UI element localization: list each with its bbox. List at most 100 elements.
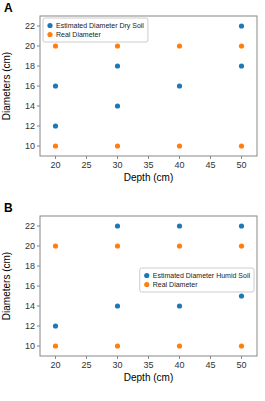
tick-label: 30 xyxy=(112,360,122,370)
tick-label: 18 xyxy=(25,61,35,71)
scatter-point xyxy=(115,243,120,248)
scatter-point xyxy=(177,243,182,248)
tick-label: 10 xyxy=(25,341,35,351)
y-axis-label: Diameters (cm) xyxy=(1,52,12,120)
tick-label: 14 xyxy=(25,101,35,111)
tick-mark xyxy=(37,146,40,147)
x-axis-label: Depth (cm) xyxy=(124,172,173,183)
tick-mark xyxy=(210,356,211,359)
x-axis-label: Depth (cm) xyxy=(124,372,173,383)
tick-mark xyxy=(37,46,40,47)
scatter-point xyxy=(239,243,244,248)
tick-label: 12 xyxy=(25,121,35,131)
scatter-point xyxy=(115,43,120,48)
tick-mark xyxy=(37,106,40,107)
scatter-point xyxy=(239,223,244,228)
scatter-point xyxy=(239,43,244,48)
scatter-point xyxy=(177,343,182,348)
tick-label: 40 xyxy=(174,160,184,170)
tick-label: 30 xyxy=(112,160,122,170)
tick-mark xyxy=(37,226,40,227)
scatter-point xyxy=(53,243,58,248)
legend-frame xyxy=(43,18,148,42)
scatter-point xyxy=(53,323,58,328)
tick-label: 22 xyxy=(25,221,35,231)
tick-mark xyxy=(179,356,180,359)
scatter-point xyxy=(239,63,244,68)
tick-label: 10 xyxy=(25,141,35,151)
legend-swatch xyxy=(47,32,52,37)
tick-label: 18 xyxy=(25,261,35,271)
tick-label: 40 xyxy=(174,360,184,370)
panel-label: B xyxy=(4,201,13,215)
tick-mark xyxy=(37,326,40,327)
tick-mark xyxy=(37,286,40,287)
scatter-point xyxy=(177,43,182,48)
scatter-point xyxy=(239,23,244,28)
tick-mark xyxy=(117,356,118,359)
legend-label: Estimated Diameter Dry Soil xyxy=(56,22,144,30)
legend: Estimated Diameter Dry SoilReal Diameter xyxy=(43,18,148,42)
scatter-point xyxy=(53,83,58,88)
scatter-point xyxy=(53,43,58,48)
legend-swatch xyxy=(144,273,149,278)
tick-mark xyxy=(148,156,149,159)
tick-label: 25 xyxy=(81,360,91,370)
legend-label: Real Diameter xyxy=(153,281,198,288)
tick-mark xyxy=(37,306,40,307)
panel: A 20 25 30 35 40 45 50 10 12 14 16 18 20 22 Depth (cm) D… xyxy=(1,1,257,183)
scatter-point xyxy=(239,343,244,348)
tick-label: 35 xyxy=(143,360,153,370)
tick-label: 25 xyxy=(81,160,91,170)
scatter-point xyxy=(115,223,120,228)
tick-mark xyxy=(37,246,40,247)
legend-swatch xyxy=(144,282,149,287)
scatter-point xyxy=(177,303,182,308)
tick-label: 20 xyxy=(50,160,60,170)
tick-mark xyxy=(210,156,211,159)
tick-label: 20 xyxy=(25,41,35,51)
panel-label: A xyxy=(4,1,13,15)
scatter-point xyxy=(53,343,58,348)
y-axis-label: Diameters (cm) xyxy=(1,252,12,320)
scatter-point xyxy=(177,223,182,228)
tick-mark xyxy=(37,26,40,27)
tick-label: 22 xyxy=(25,21,35,31)
legend-label: Estimated Diameter Humid Soil xyxy=(153,272,251,279)
scatter-point xyxy=(177,83,182,88)
tick-label: 45 xyxy=(205,160,215,170)
legend-swatch xyxy=(47,23,52,28)
tick-mark xyxy=(148,356,149,359)
tick-label: 35 xyxy=(143,160,153,170)
scatter-point xyxy=(115,143,120,148)
scatter-point xyxy=(53,123,58,128)
tick-mark xyxy=(86,156,87,159)
tick-label: 50 xyxy=(236,360,246,370)
legend-frame xyxy=(140,268,254,292)
tick-mark xyxy=(55,356,56,359)
tick-mark xyxy=(37,126,40,127)
legend-label: Real Diameter xyxy=(56,31,101,38)
tick-mark xyxy=(37,86,40,87)
tick-label: 16 xyxy=(25,281,35,291)
panel: B2025303540455010121416182022Depth (cm)D… xyxy=(1,201,257,383)
tick-label: 45 xyxy=(205,360,215,370)
tick-mark xyxy=(241,356,242,359)
scatter-point xyxy=(177,143,182,148)
scatter-point xyxy=(115,103,120,108)
tick-label: 20 xyxy=(25,241,35,251)
figure: A 20 25 30 35 40 45 50 10 12 14 16 18 20 22 Depth (cm) D… xyxy=(0,0,265,401)
scatter-point xyxy=(239,293,244,298)
tick-mark xyxy=(179,156,180,159)
tick-mark xyxy=(86,356,87,359)
tick-mark xyxy=(37,266,40,267)
scatter-point xyxy=(239,143,244,148)
tick-label: 16 xyxy=(25,81,35,91)
scatter-point xyxy=(115,343,120,348)
tick-mark xyxy=(241,156,242,159)
tick-mark xyxy=(37,66,40,67)
plot-frame xyxy=(40,216,257,356)
scatter-point xyxy=(115,303,120,308)
plot-frame xyxy=(40,16,257,156)
tick-label: 50 xyxy=(236,160,246,170)
